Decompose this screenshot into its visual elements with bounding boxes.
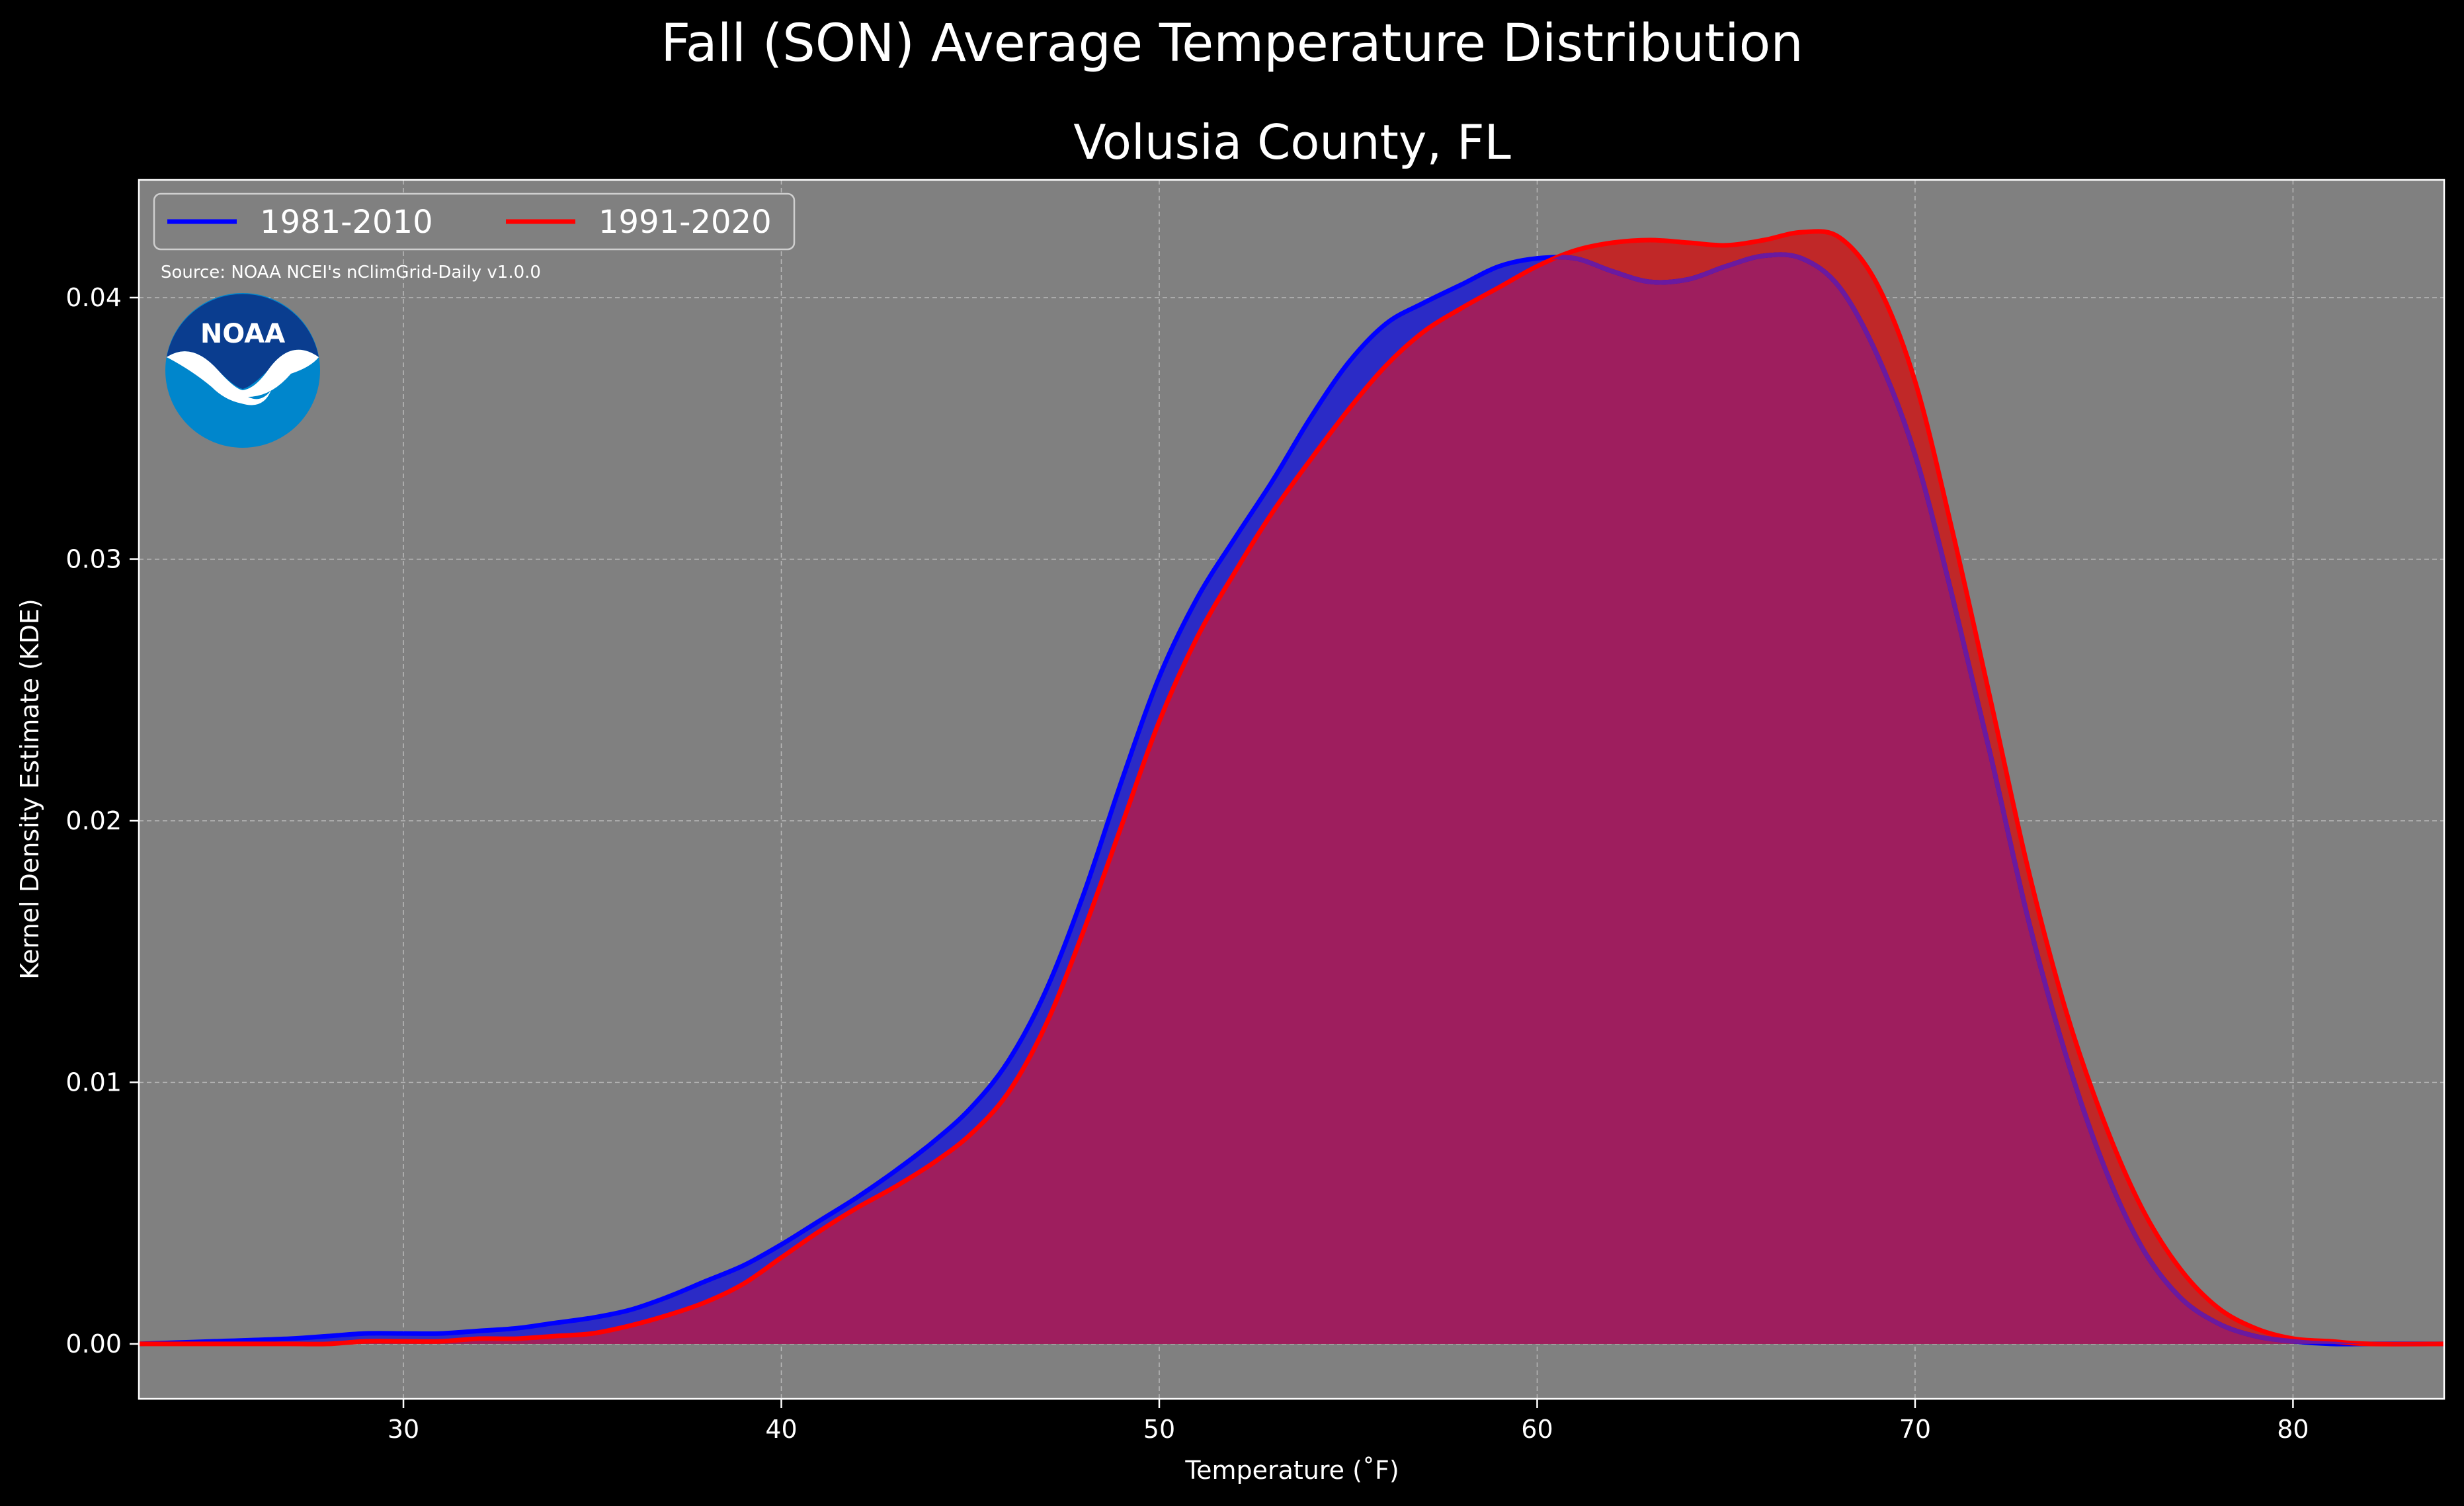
x-tick-label: 50 <box>1143 1415 1175 1444</box>
legend: 1981-2010 1991-2020 <box>153 192 796 251</box>
noaa-logo-upper <box>167 294 319 389</box>
y-tick-label: 0.02 <box>65 806 122 835</box>
x-tick-label: 40 <box>765 1415 797 1444</box>
x-tick-label: 60 <box>1521 1415 1553 1444</box>
legend-label-1981-2010: 1981-2010 <box>260 204 433 241</box>
noaa-logo: NOAA <box>165 293 320 448</box>
chart-title: Fall (SON) Average Temperature Distribut… <box>661 14 1803 73</box>
x-axis-label: Temperature (˚F) <box>1184 1456 1399 1485</box>
noaa-logo-text: NOAA <box>200 319 285 349</box>
series-lines <box>138 229 2445 1347</box>
noaa-logo-gull <box>167 349 319 405</box>
y-tick-label: 0.04 <box>65 283 122 312</box>
x-axis-ticks: 30 40 50 60 70 80 <box>388 1399 2309 1444</box>
x-tick-label: 70 <box>1899 1415 1931 1444</box>
y-tick-label: 0.00 <box>65 1329 122 1359</box>
x-tick-label: 80 <box>2277 1415 2309 1444</box>
legend-box <box>153 192 796 251</box>
y-axis-ticks: 0.00 0.01 0.02 0.03 0.04 <box>65 283 139 1359</box>
legend-label-1991-2020: 1991-2020 <box>598 204 772 241</box>
plot-frame <box>138 179 2445 1400</box>
y-tick-label: 0.03 <box>65 544 122 573</box>
x-tick-label: 30 <box>388 1415 419 1444</box>
area-fill-overlap <box>139 254 2444 1345</box>
y-axis-label: Kernel Density Estimate (KDE) <box>15 599 44 980</box>
chart-subtitle: Volusia County, FL <box>1073 114 1511 170</box>
series-line-1991-2020 <box>139 229 2445 1347</box>
series-fills <box>139 231 2444 1345</box>
y-tick-label: 0.01 <box>65 1067 122 1097</box>
source-note: Source: NOAA NCEI's nClimGrid-Daily v1.0… <box>161 263 541 282</box>
